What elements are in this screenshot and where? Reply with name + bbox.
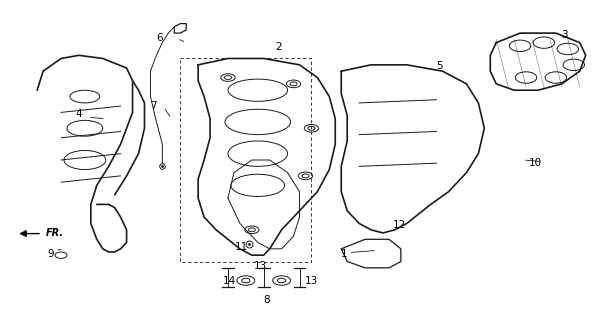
Text: 13: 13 bbox=[254, 261, 267, 271]
Text: 11: 11 bbox=[234, 242, 248, 252]
Text: 1: 1 bbox=[341, 249, 347, 259]
Text: 14: 14 bbox=[222, 276, 236, 285]
Text: 4: 4 bbox=[75, 109, 82, 119]
Text: 6: 6 bbox=[156, 33, 163, 43]
Text: 7: 7 bbox=[150, 101, 157, 111]
Text: 13: 13 bbox=[305, 276, 318, 286]
Text: 5: 5 bbox=[436, 61, 443, 71]
Text: FR.: FR. bbox=[46, 228, 64, 238]
Text: 3: 3 bbox=[561, 30, 568, 40]
Text: 9: 9 bbox=[47, 249, 53, 259]
Text: 10: 10 bbox=[528, 158, 541, 168]
Text: 8: 8 bbox=[264, 295, 270, 305]
Text: 2: 2 bbox=[276, 42, 282, 52]
Text: 12: 12 bbox=[393, 220, 406, 230]
